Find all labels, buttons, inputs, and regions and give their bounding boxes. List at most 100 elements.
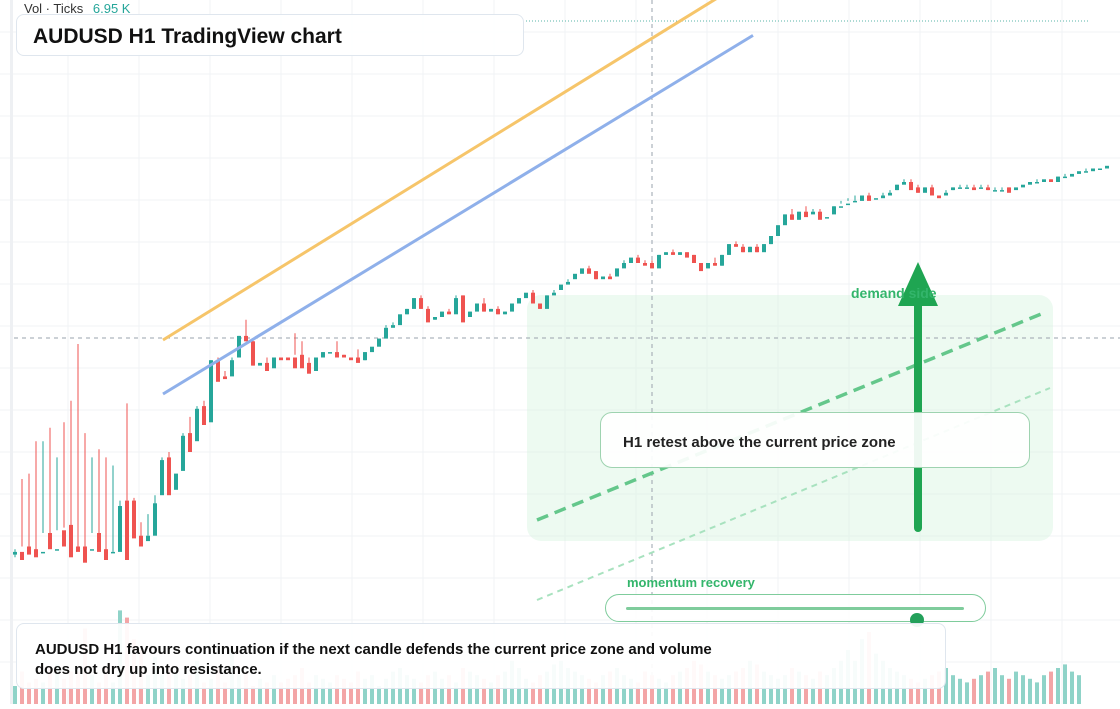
volume-bar [447,675,451,704]
candle-body [482,303,486,312]
candle-body [972,187,976,191]
candle-body [594,271,598,280]
volume-bar [90,675,94,704]
candle-body [601,276,605,280]
volume-bar [426,675,430,704]
volume-bar [944,668,948,704]
candle-body [90,549,94,551]
volume-bar [34,678,38,704]
candle-body [293,357,297,369]
volume-bar [265,682,269,704]
candle-body [146,535,150,542]
candle-body [741,246,745,253]
volume-bar [146,675,150,704]
candle-body [1007,187,1011,193]
volume-bar [580,675,584,704]
volume-bar [601,675,605,704]
volume-bar [419,682,423,704]
candle-body [489,308,493,312]
volume-bar [951,675,955,704]
candle-body [405,308,409,315]
candle-body [790,214,794,220]
candle-body [678,252,682,255]
candle-body [496,308,500,315]
candle-body [524,292,528,299]
volume-bar [727,675,731,704]
candle-body [1042,179,1046,182]
price-axis-edge [10,0,13,704]
candle-body [209,360,213,423]
volume-bar [258,678,262,704]
candle-body [699,263,703,272]
candle-body [545,295,549,309]
trend-line [162,34,754,396]
momentum-slider[interactable] [605,594,986,627]
volume-bar [279,682,283,704]
candle-body [692,254,696,263]
volume-bar [188,675,192,704]
candle-body [20,551,24,560]
volume-bar [237,675,241,704]
volume-bar [1063,664,1067,704]
candle-body [244,335,248,342]
candle-body [447,311,451,315]
candle-body [391,325,395,328]
candle-body [55,549,59,551]
candle-body [1021,184,1025,188]
volume-bar [986,671,990,704]
candle-body [468,311,472,317]
candle-body [335,352,339,358]
candle-body [412,298,416,309]
candle-body [258,362,262,366]
candle-body [888,192,892,196]
volume-bar [363,678,367,704]
volume-bar [328,682,332,704]
candle-body [188,433,192,452]
volume-bar [97,682,101,704]
candle-body [895,184,899,191]
volume-bar [524,678,528,704]
candle-body [433,317,437,320]
candle-body [272,357,276,369]
candle-body [965,187,969,189]
candle-body [643,263,647,266]
candle-body [958,187,962,189]
candle-body [811,211,815,215]
candle-body [202,406,206,425]
candle-body [377,338,381,347]
candle-body [776,225,780,236]
candle-body [160,460,164,496]
candle-body [573,273,577,280]
volume-bar [454,682,458,704]
volume-bar [783,675,787,704]
candle-body [153,503,157,536]
candle-body [97,533,101,552]
candle-body [167,457,171,496]
candle-body [769,236,773,245]
candle-body [419,298,423,309]
volume-bar [629,678,633,704]
volume-bar [41,682,45,704]
volume-bar [902,675,906,704]
volume-bar [713,675,717,704]
volume-bar [440,678,444,704]
volume-bar [811,678,815,704]
volume-bar [538,675,542,704]
candle-body [846,203,850,206]
volume-bar [475,675,479,704]
candle-body [370,346,374,353]
candle-body [279,357,283,361]
candle-body [1098,168,1102,170]
candle-body [475,303,479,312]
demand-arrow-head [898,262,938,306]
candle-body [860,195,864,201]
candle-body [328,352,332,354]
retest-callout: H1 retest above the current price zone [600,412,1030,468]
candle-body [902,182,906,185]
volume-bar [286,678,290,704]
candle-body [139,535,143,547]
candle-body [867,195,871,201]
volume-bar [293,675,297,704]
volume-bar [62,678,66,704]
volume-bar [412,678,416,704]
